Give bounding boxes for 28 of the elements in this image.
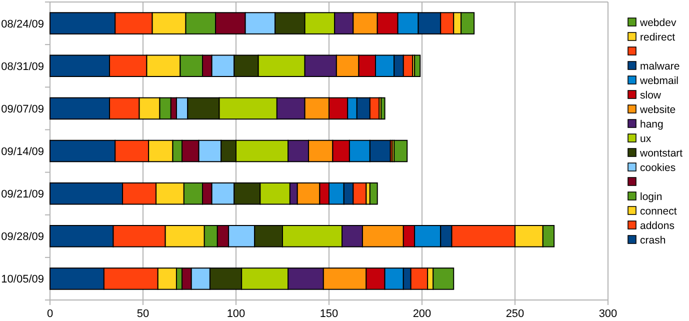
y-tick-label: 09/14/09 bbox=[1, 146, 44, 158]
y-tick-label: 09/28/09 bbox=[1, 231, 44, 244]
legend-label: webdev bbox=[639, 17, 677, 29]
y-tick-label: 08/31/09 bbox=[1, 60, 44, 73]
legend-label: slow bbox=[640, 90, 662, 102]
legend-label: website bbox=[639, 104, 676, 116]
legend-label: hang bbox=[640, 118, 664, 130]
x-tick-label: 250 bbox=[506, 308, 524, 320]
legend-label: connect bbox=[640, 206, 677, 218]
legend-label: login bbox=[640, 191, 662, 203]
legend-label: cookies bbox=[640, 162, 676, 174]
y-tick-label: 10/05/09 bbox=[1, 274, 44, 286]
legend-label: redirect bbox=[640, 32, 676, 44]
y-tick-label: 08/24/09 bbox=[1, 18, 44, 30]
legend-label: wontstart bbox=[639, 148, 683, 160]
x-tick-label: 0 bbox=[46, 308, 54, 320]
legend-label: ux bbox=[640, 133, 652, 145]
legend-label: crash bbox=[640, 234, 666, 246]
y-tick-label: 09/07/09 bbox=[1, 103, 44, 116]
legend-label: malware bbox=[640, 60, 680, 72]
x-tick-label: 300 bbox=[598, 308, 618, 320]
legend-label: webmail bbox=[639, 75, 679, 87]
x-tick-label: 150 bbox=[320, 308, 338, 320]
legend-label: addons bbox=[640, 220, 674, 232]
y-tick-label: 09/21/09 bbox=[1, 188, 44, 201]
x-tick-label: 100 bbox=[226, 308, 246, 320]
x-tick-label: 200 bbox=[412, 308, 432, 320]
x-tick-label: 50 bbox=[136, 308, 150, 320]
